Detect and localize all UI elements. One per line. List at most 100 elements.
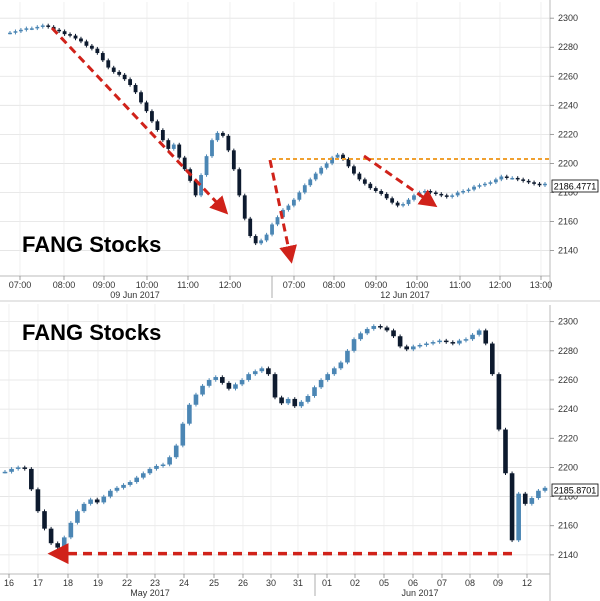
candle — [504, 174, 509, 180]
x-tick-label: 09:00 — [93, 280, 116, 290]
candle — [127, 480, 133, 487]
candle — [368, 182, 373, 190]
candle — [139, 90, 143, 105]
candle — [351, 337, 357, 353]
candle — [187, 402, 192, 426]
candle — [455, 190, 460, 198]
candle — [111, 65, 116, 74]
candle — [444, 193, 449, 199]
candle — [324, 161, 329, 170]
candle — [259, 366, 265, 373]
chart-title-1: FANG Stocks — [22, 232, 161, 257]
candle — [286, 203, 291, 212]
candle — [338, 360, 344, 371]
x-tick-label: 07:00 — [9, 280, 32, 290]
x-tick-label: 26 — [238, 578, 248, 588]
candle — [13, 29, 18, 35]
candle — [79, 36, 83, 44]
candle — [373, 186, 378, 193]
candle — [220, 375, 225, 385]
x-tick-label: 16 — [4, 578, 14, 588]
candle — [472, 184, 476, 192]
candle — [239, 378, 245, 387]
x-date-label: May 2017 — [130, 588, 170, 598]
candle — [233, 382, 238, 391]
candle — [177, 142, 182, 160]
y-tick-label: 2180 — [558, 492, 578, 502]
candle — [516, 491, 521, 543]
trend-arrow — [363, 154, 438, 208]
candle — [476, 328, 482, 337]
candle — [117, 70, 122, 77]
candle — [100, 51, 105, 63]
x-date-label: 09 Jun 2017 — [110, 290, 160, 300]
candle — [272, 372, 278, 400]
candle — [68, 32, 72, 38]
candle — [150, 109, 154, 124]
candle — [346, 157, 351, 169]
y-tick-label: 2300 — [558, 317, 578, 327]
candle — [155, 119, 160, 132]
candle — [122, 73, 127, 81]
candle — [450, 340, 456, 346]
candle — [114, 486, 120, 493]
candle — [220, 131, 225, 138]
candle — [226, 381, 232, 391]
y-tick-label: 2240 — [558, 100, 578, 110]
y-tick-label: 2220 — [558, 129, 578, 139]
y-tick-label: 2280 — [558, 346, 578, 356]
chart-title-2: FANG Stocks — [22, 320, 161, 345]
y-tick-label: 2180 — [558, 187, 578, 197]
candle — [160, 462, 166, 468]
candle — [57, 28, 62, 33]
candle — [526, 179, 531, 185]
x-tick-label: 01 — [322, 578, 332, 588]
candle — [515, 176, 520, 182]
candle — [108, 488, 113, 499]
x-tick-label: 31 — [293, 578, 303, 588]
x-tick-label: 11:00 — [177, 280, 199, 290]
price-tag-2: 2185.8701 — [551, 483, 599, 497]
candle — [299, 400, 304, 408]
candle — [450, 193, 455, 199]
candle — [40, 23, 45, 29]
candle — [171, 142, 176, 151]
panel-separator — [0, 300, 600, 302]
x-tick-label: 18 — [63, 578, 73, 588]
candle — [384, 325, 390, 333]
candle — [204, 154, 209, 177]
candle — [55, 541, 60, 550]
candle — [470, 333, 475, 341]
y-ticks-1: 2140 2160 2180 2200 2220 2240 2260 2280 2300 — [550, 13, 578, 256]
panel-daily: FANG Stocks 2140 2160 2180 2200 2220 2240 2260… — [0, 304, 599, 601]
candle — [121, 483, 126, 490]
candle — [542, 486, 548, 493]
candle — [167, 455, 172, 467]
candle — [213, 375, 219, 382]
candle — [417, 343, 423, 349]
candle — [330, 155, 335, 166]
candle — [358, 331, 363, 341]
x-ticks-2: 16 17 18 19 22 23 24 25 26 30 31 01 02 05 06 07 08 09 12 Ma… — [4, 574, 532, 598]
candle — [252, 369, 258, 376]
candle — [312, 385, 317, 398]
candle — [15, 465, 21, 471]
candle — [193, 392, 199, 407]
y-tick-label: 2220 — [558, 433, 578, 443]
candle — [253, 234, 258, 246]
candle — [543, 182, 547, 187]
candle — [488, 180, 493, 186]
candle — [226, 134, 231, 153]
candle — [483, 182, 487, 187]
candle — [378, 324, 383, 330]
candle — [532, 180, 536, 186]
candle — [371, 324, 377, 331]
overlay-1 — [50, 26, 550, 264]
y-tick-label: 2260 — [558, 375, 578, 385]
candle — [379, 189, 384, 196]
y-tick-label: 2140 — [558, 246, 578, 256]
candle — [275, 215, 280, 227]
candle — [270, 222, 274, 237]
candle — [412, 193, 416, 202]
